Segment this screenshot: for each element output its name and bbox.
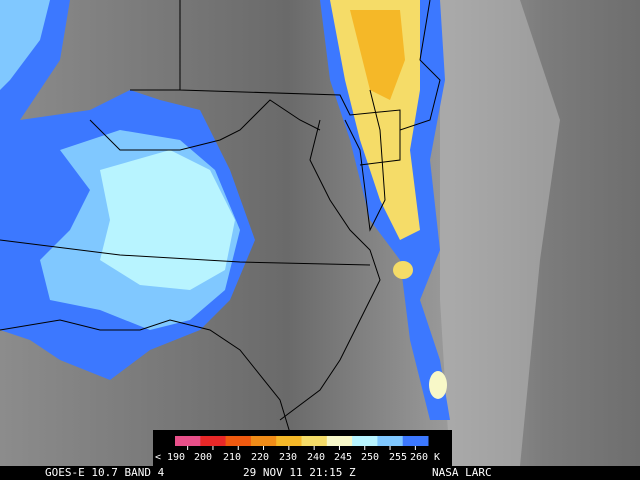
cold-cloud — [100, 150, 235, 290]
colorbar-label: 200 — [194, 452, 212, 463]
colorbar-label: 250 — [361, 452, 379, 463]
colorbar-swatch — [352, 436, 378, 446]
colorbar-swatch — [377, 436, 404, 446]
satellite-label: GOES-E 10.7 BAND 4 — [45, 466, 165, 479]
cold-cloud — [429, 371, 447, 399]
colorbar-swatch — [175, 436, 201, 446]
colorbar-label: 220 — [251, 452, 269, 463]
cold-cloud — [0, 0, 50, 90]
footer-bar — [0, 466, 640, 480]
colorbar-label: 255 — [389, 452, 407, 463]
cold-cloud — [350, 10, 405, 100]
colorbar-swatch — [301, 436, 328, 446]
colorbar-label: 240 — [307, 452, 325, 463]
colorbar-label: 245 — [334, 452, 352, 463]
colorbar-label: < 190 — [155, 452, 185, 463]
colorbar-label: 230 — [279, 452, 297, 463]
datetime-label: 29 NOV 11 21:15 Z — [243, 466, 356, 479]
colorbar-label: 210 — [223, 452, 241, 463]
colorbar-swatch — [200, 436, 227, 446]
cold-cloud — [393, 261, 413, 279]
colorbar-swatch — [276, 436, 302, 446]
credit-label: NASA LARC — [432, 466, 492, 479]
borders — [0, 0, 440, 466]
colorbar-swatch — [225, 436, 252, 446]
colorbar-swatch — [402, 436, 429, 446]
colorbar-label: 260 K — [410, 452, 440, 463]
colorbar: < 190 200 210 220 230 240 245 250 255 260 K — [155, 436, 440, 463]
colorbar-swatch — [326, 436, 353, 446]
colorbar-swatch — [250, 436, 277, 446]
cloud-band — [440, 0, 560, 466]
